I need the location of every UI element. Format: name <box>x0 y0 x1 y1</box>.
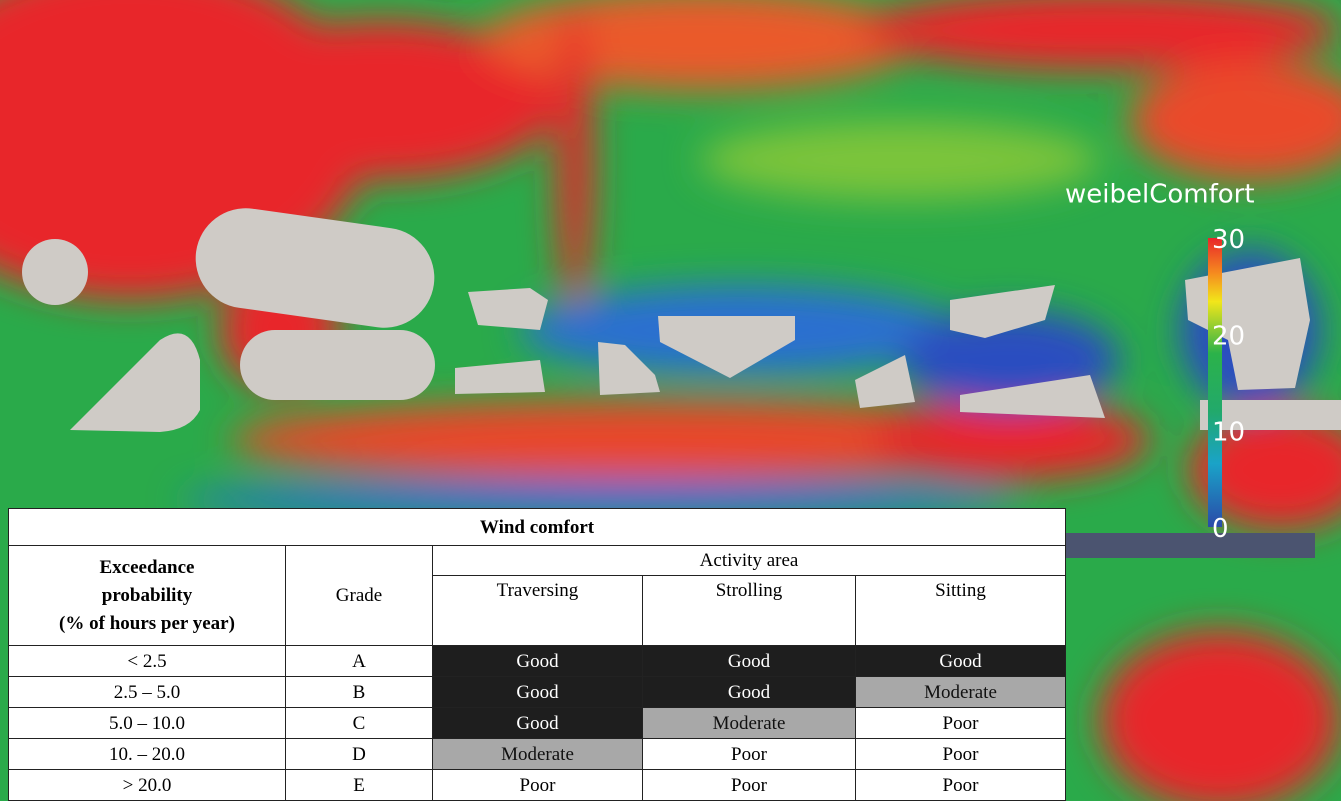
rating-cell: Poor <box>854 707 1067 739</box>
grade-header: Grade <box>285 545 433 646</box>
grade-cell: A <box>285 645 433 677</box>
rating-cell: Moderate <box>432 738 643 770</box>
probability-cell: > 20.0 <box>8 769 286 801</box>
wind-comfort-table: Wind comfort Exceedance probability (% o… <box>7 508 1067 801</box>
rating-cell: Good <box>642 645 856 677</box>
rating-cell: Good <box>854 645 1067 677</box>
rating-cell: Good <box>432 645 643 677</box>
rating-cell: Moderate <box>642 707 856 739</box>
header-line: probability <box>101 584 193 606</box>
probability-cell: < 2.5 <box>8 645 286 677</box>
table-row: 10. – 20.0 D Moderate Poor Poor <box>8 738 1067 770</box>
rating-cell: Good <box>432 707 643 739</box>
shadow-strip <box>1065 533 1315 558</box>
probability-cell: 2.5 – 5.0 <box>8 676 286 708</box>
colorbar <box>1208 238 1222 527</box>
table-body: Wind comfort Exceedance probability (% o… <box>7 508 1067 801</box>
activity-row: Traversing Strolling Sitting <box>9 575 1067 646</box>
grade-cell: B <box>285 676 433 708</box>
buildings <box>22 208 1341 432</box>
activity-header: Strolling <box>642 575 856 646</box>
colorbar-ticks: 0 10 20 30 <box>1212 225 1245 544</box>
rating-cell: Poor <box>854 738 1067 770</box>
probability-cell: 5.0 – 10.0 <box>8 707 286 739</box>
table-row: 5.0 – 10.0 C Good Moderate Poor <box>8 707 1067 739</box>
exceedance-header: Exceedance probability (% of hours per y… <box>8 545 286 646</box>
colorbar-tick-label: 20 <box>1212 321 1245 351</box>
table-title: Wind comfort <box>7 508 1067 546</box>
rating-cell: Good <box>432 676 643 708</box>
rating-cell: Poor <box>642 769 856 801</box>
colorbar-tick-label: 10 <box>1212 418 1245 448</box>
probability-cell: 10. – 20.0 <box>8 738 286 770</box>
rating-cell: Good <box>642 676 856 708</box>
activity-header: Traversing <box>432 575 643 646</box>
rating-cell: Poor <box>854 769 1067 801</box>
header-row: Exceedance probability (% of hours per y… <box>8 545 1067 646</box>
table-row: > 20.0 E Poor Poor Poor <box>8 769 1067 801</box>
grade-cell: D <box>285 738 433 770</box>
grade-cell: C <box>285 707 433 739</box>
header-line: (% of hours per year) <box>59 612 235 634</box>
colorbar-tick-label: 30 <box>1212 225 1245 255</box>
colorbar-title: weibelComfort <box>1065 180 1255 210</box>
rating-cell: Moderate <box>854 676 1067 708</box>
rating-cell: Poor <box>432 769 643 801</box>
grade-cell: E <box>285 769 433 801</box>
activity-header: Sitting <box>854 575 1067 646</box>
activity-header: Activity area <box>431 545 1067 576</box>
table-row: < 2.5 A Good Good Good <box>8 645 1067 677</box>
colorbar-tick-label: 0 <box>1212 514 1229 544</box>
rating-cell: Poor <box>642 738 856 770</box>
header-line: Exceedance <box>99 556 195 578</box>
table-row: 2.5 – 5.0 B Good Good Moderate <box>8 676 1067 708</box>
title-row: Wind comfort <box>7 508 1067 546</box>
